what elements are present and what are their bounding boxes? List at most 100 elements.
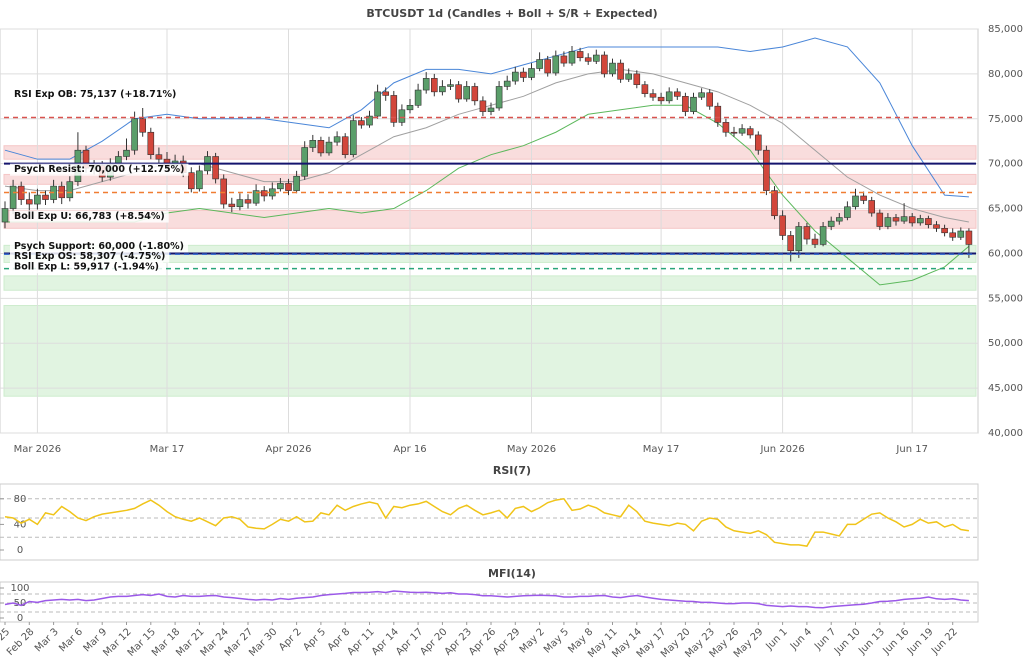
level-label: RSI Exp OS: 58,307 (-4.75%) bbox=[14, 251, 165, 262]
candle-body bbox=[738, 128, 746, 134]
candle-body bbox=[366, 115, 373, 126]
y-tick-label: 80 bbox=[14, 494, 27, 505]
candle-body bbox=[349, 120, 357, 155]
x-tick-label: Apr 29 bbox=[491, 626, 522, 657]
candle-body bbox=[220, 178, 227, 205]
candle-body bbox=[358, 120, 365, 126]
candle-body bbox=[390, 95, 398, 123]
level-label: Boll Exp U: 66,783 (+8.54%) bbox=[14, 211, 165, 222]
candle-body bbox=[422, 78, 430, 91]
x-tick-label: Jun 17 bbox=[895, 444, 928, 455]
candle-body bbox=[690, 96, 697, 112]
candle-body bbox=[965, 230, 973, 245]
candle-body bbox=[641, 84, 649, 94]
zone bbox=[3, 275, 977, 291]
x-tick-label: Jun 13 bbox=[856, 626, 887, 657]
candle-body bbox=[957, 230, 965, 238]
level-label-bg bbox=[10, 88, 181, 101]
x-tick-label: Mar 3 bbox=[33, 626, 61, 654]
candle-body bbox=[196, 170, 203, 190]
candle-body bbox=[301, 147, 309, 177]
candle-body bbox=[876, 212, 884, 227]
x-tick-label: Jun 1 bbox=[764, 626, 790, 652]
candle-body bbox=[42, 194, 49, 200]
bollinger-line bbox=[4, 37, 969, 198]
level-label: Psych Support: 60,000 (-1.80%) bbox=[14, 241, 184, 252]
candle-body bbox=[228, 203, 236, 208]
x-tick-label: Mar 17 bbox=[150, 444, 185, 455]
x-tick-label: May 2026 bbox=[507, 444, 556, 455]
candle-body bbox=[665, 91, 673, 102]
candle-body bbox=[811, 238, 819, 245]
mfi-title: MFI(14) bbox=[488, 567, 536, 580]
candle-body bbox=[908, 216, 916, 224]
y-tick-label: 70,000 bbox=[988, 159, 1023, 170]
y-tick-label: 75,000 bbox=[988, 114, 1023, 125]
candle-body bbox=[9, 185, 17, 209]
candle-body bbox=[682, 96, 689, 112]
candle-body bbox=[568, 51, 576, 64]
candle-body bbox=[25, 199, 33, 205]
x-tick-label: May 2 bbox=[518, 626, 547, 655]
candle-body bbox=[479, 100, 487, 112]
candle-body bbox=[592, 54, 600, 62]
level-label: Boll Exp L: 59,917 (-1.94%) bbox=[14, 262, 159, 273]
candle-body bbox=[131, 118, 138, 151]
x-tick-label: Apr 16 bbox=[393, 444, 426, 455]
candle-body bbox=[584, 57, 592, 62]
candle-body bbox=[317, 140, 325, 154]
candle-body bbox=[609, 62, 616, 75]
chart-title: BTCUSDT 1d (Candles + Boll + S/R + Expec… bbox=[366, 7, 657, 20]
y-tick-label: 65,000 bbox=[988, 204, 1023, 215]
candle-body bbox=[236, 199, 244, 208]
candle-body bbox=[941, 228, 948, 234]
candle-body bbox=[552, 55, 560, 74]
rsi-title: RSI(7) bbox=[493, 464, 531, 477]
candle-body bbox=[123, 149, 130, 157]
y-tick-label: 50 bbox=[14, 598, 27, 609]
candle-body bbox=[406, 105, 414, 111]
candle-body bbox=[860, 195, 867, 201]
zone bbox=[3, 305, 977, 397]
x-tick-label: Mar 2026 bbox=[14, 444, 62, 455]
candle-body bbox=[503, 80, 511, 87]
candle-body bbox=[528, 68, 535, 78]
candle-body bbox=[1, 208, 9, 223]
level-label: Psych Resist: 70,000 (+12.75%) bbox=[14, 164, 185, 175]
mfi-frame bbox=[0, 581, 979, 623]
candle-body bbox=[560, 55, 568, 64]
candle-body bbox=[252, 190, 260, 204]
candle-body bbox=[633, 73, 641, 85]
candle-body bbox=[868, 200, 876, 214]
x-tick-label: Jun 22 bbox=[929, 626, 960, 657]
candle-body bbox=[277, 183, 284, 190]
x-tick-label: Feb 28 bbox=[5, 626, 37, 658]
candle-body bbox=[325, 141, 333, 154]
candle-body bbox=[430, 78, 438, 93]
mfi-line bbox=[4, 590, 969, 609]
candle-body bbox=[673, 91, 681, 97]
candle-body bbox=[544, 59, 552, 74]
candle-body bbox=[625, 73, 633, 80]
y-tick-label: 45,000 bbox=[988, 383, 1023, 394]
candle-body bbox=[714, 105, 722, 123]
candle-body bbox=[382, 91, 390, 96]
y-tick-label: 85,000 bbox=[988, 24, 1023, 35]
y-tick-label: 60,000 bbox=[988, 248, 1023, 259]
x-tick-label: Apr 2026 bbox=[266, 444, 312, 455]
candle-body bbox=[439, 86, 446, 93]
y-tick-label: 40 bbox=[14, 519, 27, 530]
x-tick-label: Jun 2026 bbox=[759, 444, 804, 455]
candle-body bbox=[66, 181, 74, 199]
candle-body bbox=[827, 220, 835, 227]
rsi-frame bbox=[0, 483, 979, 561]
candle-body bbox=[463, 86, 471, 100]
candle-body bbox=[657, 96, 665, 102]
candle-body bbox=[819, 226, 827, 245]
y-tick-label: 40,000 bbox=[988, 428, 1023, 439]
candle-body bbox=[536, 59, 543, 69]
candle-body bbox=[787, 235, 795, 252]
candle-body bbox=[455, 84, 462, 100]
y-tick-label: 0 bbox=[17, 545, 23, 556]
candle-body bbox=[803, 226, 811, 240]
